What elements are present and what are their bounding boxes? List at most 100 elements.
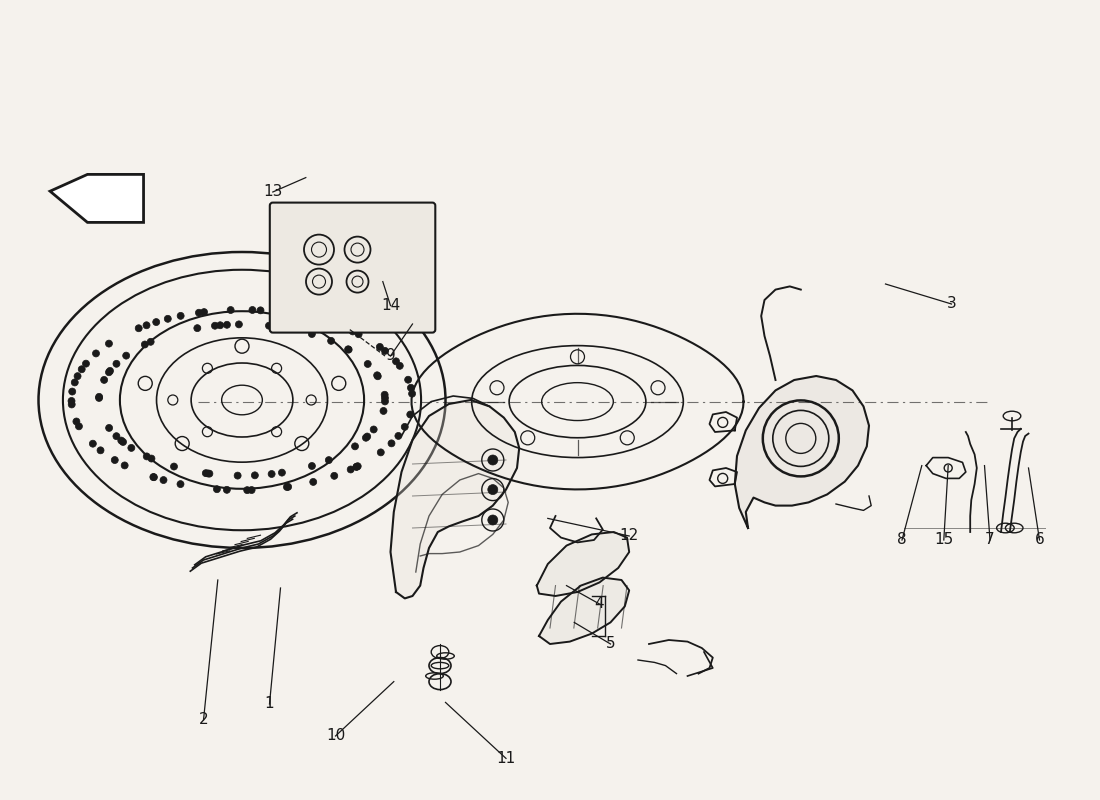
Circle shape	[382, 391, 388, 398]
Circle shape	[487, 455, 498, 465]
Circle shape	[82, 360, 89, 367]
Circle shape	[68, 398, 75, 405]
Circle shape	[345, 346, 352, 353]
Circle shape	[371, 426, 377, 433]
Circle shape	[284, 325, 290, 332]
Circle shape	[265, 322, 273, 330]
Circle shape	[213, 486, 220, 493]
Circle shape	[120, 438, 127, 446]
Circle shape	[200, 309, 208, 315]
Text: 5: 5	[606, 637, 615, 651]
Circle shape	[123, 352, 130, 359]
Circle shape	[106, 340, 112, 347]
Circle shape	[72, 379, 78, 386]
Circle shape	[177, 312, 184, 319]
Circle shape	[379, 407, 387, 414]
Text: 14: 14	[381, 298, 400, 313]
Circle shape	[234, 472, 241, 479]
Circle shape	[354, 462, 361, 470]
Circle shape	[284, 325, 290, 332]
Circle shape	[331, 472, 338, 479]
Circle shape	[160, 477, 167, 483]
Text: 10: 10	[326, 729, 345, 743]
Circle shape	[353, 463, 361, 470]
Circle shape	[407, 411, 414, 418]
Circle shape	[143, 322, 150, 329]
Circle shape	[382, 347, 388, 354]
Text: 6: 6	[1035, 533, 1044, 547]
Circle shape	[106, 425, 112, 431]
Circle shape	[113, 433, 120, 440]
Circle shape	[388, 440, 395, 447]
Circle shape	[74, 373, 81, 380]
Text: 13: 13	[263, 185, 283, 199]
Circle shape	[107, 367, 113, 374]
Circle shape	[349, 328, 356, 335]
Circle shape	[73, 418, 80, 425]
FancyBboxPatch shape	[270, 202, 436, 333]
Circle shape	[396, 362, 404, 370]
Text: 12: 12	[619, 529, 639, 543]
Polygon shape	[539, 578, 629, 644]
Circle shape	[374, 372, 381, 378]
Circle shape	[68, 388, 76, 395]
Circle shape	[297, 312, 304, 318]
Text: 3: 3	[947, 297, 956, 311]
Circle shape	[344, 346, 352, 353]
Circle shape	[170, 463, 177, 470]
Circle shape	[76, 423, 82, 430]
Circle shape	[150, 474, 157, 481]
Circle shape	[249, 486, 255, 494]
Circle shape	[353, 463, 360, 470]
Polygon shape	[537, 532, 629, 596]
Circle shape	[362, 434, 370, 442]
Circle shape	[487, 515, 498, 525]
Circle shape	[211, 322, 219, 330]
Circle shape	[228, 306, 234, 314]
Circle shape	[408, 390, 416, 397]
Circle shape	[355, 330, 362, 338]
Circle shape	[348, 466, 354, 473]
Circle shape	[206, 470, 213, 477]
Circle shape	[223, 486, 230, 494]
Circle shape	[151, 474, 157, 481]
Circle shape	[364, 433, 371, 440]
Circle shape	[308, 462, 316, 470]
Circle shape	[78, 366, 85, 373]
Circle shape	[111, 457, 119, 463]
Circle shape	[339, 324, 346, 330]
Text: 9: 9	[386, 349, 395, 363]
Circle shape	[92, 350, 99, 357]
Circle shape	[118, 437, 124, 444]
Circle shape	[393, 358, 399, 365]
Text: 11: 11	[496, 751, 516, 766]
Circle shape	[135, 325, 142, 332]
Circle shape	[252, 472, 258, 479]
Circle shape	[164, 315, 172, 322]
Circle shape	[310, 478, 317, 486]
Circle shape	[382, 394, 388, 402]
Circle shape	[285, 483, 292, 490]
Circle shape	[405, 376, 411, 383]
Circle shape	[217, 322, 223, 329]
Circle shape	[244, 486, 251, 494]
Circle shape	[326, 457, 332, 464]
Text: 1: 1	[265, 697, 274, 711]
Circle shape	[100, 377, 108, 383]
Circle shape	[374, 373, 382, 380]
Circle shape	[487, 485, 498, 494]
Circle shape	[89, 440, 97, 447]
Text: 15: 15	[934, 533, 954, 547]
Circle shape	[196, 310, 202, 316]
Circle shape	[377, 449, 384, 456]
Circle shape	[141, 341, 149, 348]
Circle shape	[278, 469, 285, 476]
Polygon shape	[735, 376, 869, 528]
Polygon shape	[50, 174, 143, 222]
Circle shape	[268, 470, 275, 478]
Circle shape	[311, 315, 319, 322]
Circle shape	[382, 398, 388, 405]
Circle shape	[376, 343, 383, 350]
Circle shape	[407, 384, 415, 391]
Circle shape	[284, 483, 290, 490]
